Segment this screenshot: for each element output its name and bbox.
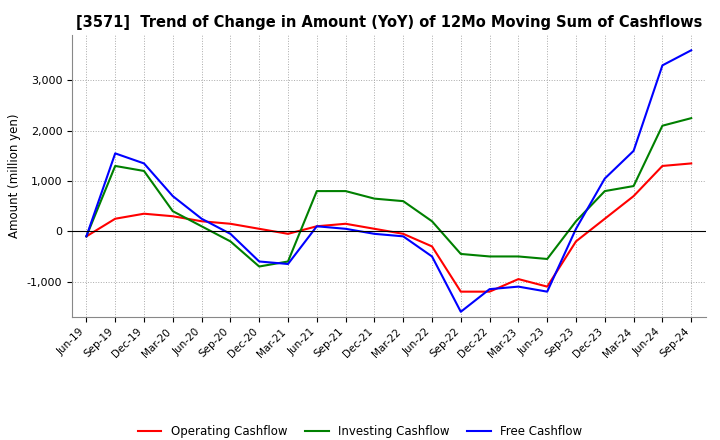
Operating Cashflow [658, 163, 667, 169]
Investing Cashflow [226, 239, 235, 244]
Free Cashflow [140, 161, 148, 166]
Investing Cashflow [197, 224, 206, 229]
Operating Cashflow [111, 216, 120, 221]
Free Cashflow [687, 48, 696, 53]
Operating Cashflow [543, 284, 552, 289]
Operating Cashflow [399, 231, 408, 236]
Free Cashflow [600, 176, 609, 181]
Free Cashflow [226, 231, 235, 236]
Free Cashflow [111, 151, 120, 156]
Free Cashflow [341, 226, 350, 231]
Free Cashflow [168, 194, 177, 199]
Free Cashflow [312, 224, 321, 229]
Investing Cashflow [572, 219, 580, 224]
Free Cashflow [543, 289, 552, 294]
Operating Cashflow [255, 226, 264, 231]
Free Cashflow [284, 261, 292, 267]
Operating Cashflow [197, 219, 206, 224]
Investing Cashflow [658, 123, 667, 128]
Investing Cashflow [687, 116, 696, 121]
Investing Cashflow [168, 209, 177, 214]
Legend: Operating Cashflow, Investing Cashflow, Free Cashflow: Operating Cashflow, Investing Cashflow, … [133, 421, 587, 440]
Investing Cashflow [514, 254, 523, 259]
Investing Cashflow [312, 188, 321, 194]
Operating Cashflow [312, 224, 321, 229]
Line: Operating Cashflow: Operating Cashflow [86, 163, 691, 292]
Operating Cashflow [140, 211, 148, 216]
Investing Cashflow [485, 254, 494, 259]
Operating Cashflow [370, 226, 379, 231]
Investing Cashflow [111, 163, 120, 169]
Operating Cashflow [428, 244, 436, 249]
Investing Cashflow [456, 251, 465, 257]
Free Cashflow [514, 284, 523, 289]
Investing Cashflow [255, 264, 264, 269]
Free Cashflow [255, 259, 264, 264]
Investing Cashflow [629, 183, 638, 189]
Free Cashflow [428, 254, 436, 259]
Operating Cashflow [572, 239, 580, 244]
Free Cashflow [197, 216, 206, 221]
Free Cashflow [399, 234, 408, 239]
Free Cashflow [456, 309, 465, 315]
Free Cashflow [629, 148, 638, 154]
Free Cashflow [658, 63, 667, 68]
Free Cashflow [485, 286, 494, 292]
Investing Cashflow [600, 188, 609, 194]
Investing Cashflow [543, 257, 552, 262]
Investing Cashflow [399, 198, 408, 204]
Operating Cashflow [341, 221, 350, 227]
Operating Cashflow [629, 194, 638, 199]
Operating Cashflow [485, 289, 494, 294]
Line: Investing Cashflow: Investing Cashflow [86, 118, 691, 267]
Operating Cashflow [168, 213, 177, 219]
Investing Cashflow [370, 196, 379, 201]
Operating Cashflow [82, 234, 91, 239]
Operating Cashflow [226, 221, 235, 227]
Investing Cashflow [428, 219, 436, 224]
Investing Cashflow [341, 188, 350, 194]
Title: [3571]  Trend of Change in Amount (YoY) of 12Mo Moving Sum of Cashflows: [3571] Trend of Change in Amount (YoY) o… [76, 15, 702, 30]
Operating Cashflow [687, 161, 696, 166]
Operating Cashflow [284, 231, 292, 236]
Free Cashflow [572, 226, 580, 231]
Y-axis label: Amount (million yen): Amount (million yen) [8, 114, 21, 238]
Investing Cashflow [284, 259, 292, 264]
Free Cashflow [370, 231, 379, 236]
Free Cashflow [82, 234, 91, 239]
Operating Cashflow [514, 276, 523, 282]
Investing Cashflow [82, 234, 91, 239]
Investing Cashflow [140, 169, 148, 174]
Line: Free Cashflow: Free Cashflow [86, 50, 691, 312]
Operating Cashflow [456, 289, 465, 294]
Operating Cashflow [600, 216, 609, 221]
